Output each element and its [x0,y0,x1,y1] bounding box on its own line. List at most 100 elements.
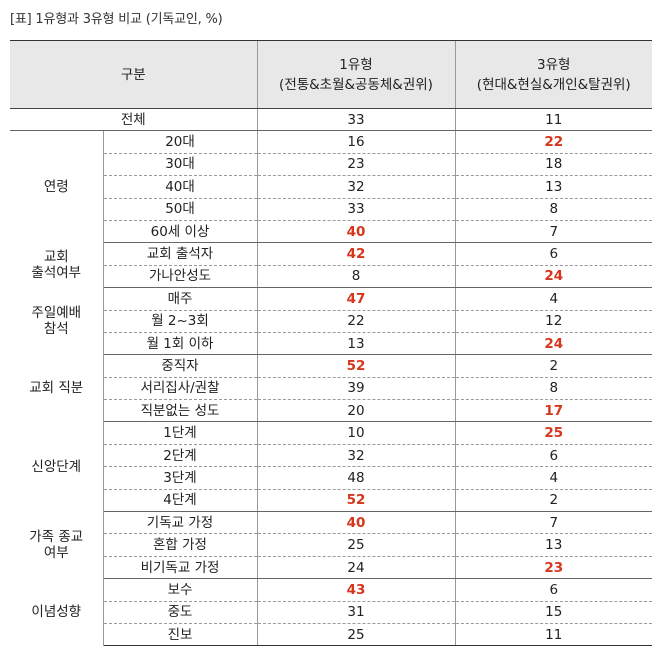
type3-value: 13 [455,175,652,199]
type3-value: 4 [455,287,652,311]
group-label: 신앙단계 [10,421,104,512]
table-row: 가족 종교 여부 기독교 가정 40 7 [10,511,652,579]
type1-value: 13 [256,332,456,356]
table-caption: [표] 1유형과 3유형 비교 (기독교인, %) [10,12,223,27]
row-label: 교회 출석자 [103,242,257,266]
row-label: 비기독교 가정 [103,556,257,580]
total-type1: 33 [256,108,456,132]
type3-value: 11 [455,623,652,647]
type3-value: 23 [455,556,652,580]
type1-value: 40 [256,511,456,535]
table-row: 교회 직분 중직자 52 2 [10,354,652,422]
row-label: 월 2~3회 [103,310,257,333]
type1-value: 33 [256,198,456,221]
type1-value: 43 [256,578,456,602]
table-row: 4단계 52 2 [10,489,652,513]
header-type3-desc: (현대&현실&개인&탈권위) [476,76,631,93]
type3-value: 17 [455,399,652,423]
type3-value: 7 [455,511,652,535]
table-row: 2단계 32 6 [10,444,652,468]
table-row: 가나안성도 8 24 [10,265,652,289]
row-label: 매주 [103,287,257,311]
type3-value: 18 [455,153,652,177]
type3-value: 25 [455,421,652,445]
type3-value: 2 [455,489,652,513]
header-type1-title: 1유형 [339,56,373,73]
type3-value: 7 [455,220,652,244]
table-row: 30대 23 18 [10,153,652,177]
type3-value: 24 [455,265,652,289]
table-row: 3단계 48 4 [10,466,652,490]
header-row: 구분 1유형 (전통&초월&공동체&권위) 3유형 (현대&현실&개인&탈권위) [10,40,652,109]
table-row: 직분없는 성도 20 17 [10,399,652,423]
type3-value: 6 [455,578,652,602]
group-label: 주일예배 참석 [10,287,104,355]
type1-value: 31 [256,601,456,624]
table-row: 비기독교 가정 24 23 [10,556,652,580]
type3-value: 24 [455,332,652,356]
type1-value: 24 [256,556,456,580]
row-label: 서리집사/권찰 [103,377,257,401]
type1-value: 16 [256,130,456,154]
table-row: 교회 출석여부 교회 출석자 42 6 [10,242,652,288]
row-label: 40대 [103,175,257,199]
row-label: 기독교 가정 [103,511,257,535]
type1-value: 52 [256,489,456,513]
row-label: 중도 [103,601,257,624]
comparison-table: 구분 1유형 (전통&초월&공동체&권위) 3유형 (현대&현실&개인&탈권위)… [10,40,652,647]
type1-value: 20 [256,399,456,423]
type1-value: 47 [256,287,456,311]
type1-value: 23 [256,153,456,177]
group-label: 이념성향 [10,578,104,646]
table-row: 50대 33 8 [10,198,652,221]
table-row: 서리집사/권찰 39 8 [10,377,652,401]
row-label: 3단계 [103,466,257,490]
type1-value: 42 [256,242,456,266]
table-row: 40대 32 13 [10,175,652,199]
row-label: 60세 이상 [103,220,257,244]
table-row: 연령 20대 16 22 [10,130,652,243]
type1-value: 10 [256,421,456,445]
table-row: 월 2~3회 22 12 [10,310,652,333]
row-label: 혼합 가정 [103,533,257,557]
type3-value: 13 [455,533,652,557]
type1-value: 25 [256,533,456,557]
type1-value: 40 [256,220,456,244]
type3-value: 6 [455,444,652,468]
table-row: 진보 25 11 [10,623,652,647]
row-label: 직분없는 성도 [103,399,257,423]
row-label: 50대 [103,198,257,221]
type3-value: 2 [455,354,652,378]
group-label: 연령 [10,130,104,243]
table-row: 주일예배 참석 매주 47 4 [10,287,652,355]
type1-value: 25 [256,623,456,647]
type1-value: 32 [256,444,456,468]
table-row: 60세 이상 40 7 [10,220,652,244]
type1-value: 22 [256,310,456,333]
table-row: 이념성향 보수 43 6 [10,578,652,646]
type1-value: 32 [256,175,456,199]
type3-value: 4 [455,466,652,490]
table-row: 중도 31 15 [10,601,652,624]
type1-value: 8 [256,265,456,289]
group-label: 교회 직분 [10,354,104,422]
header-type1: 1유형 (전통&초월&공동체&권위) [256,40,455,109]
row-label: 가나안성도 [103,265,257,289]
total-type3: 11 [455,108,652,132]
type3-value: 12 [455,310,652,333]
header-type3: 3유형 (현대&현실&개인&탈권위) [454,40,652,109]
row-label: 월 1회 이하 [103,332,257,356]
type3-value: 8 [455,198,652,221]
group-label: 가족 종교 여부 [10,511,104,579]
type1-value: 48 [256,466,456,490]
table-body: 전체 33 11 연령 20대 16 22 30대 23 18 40대 32 13 50대 33 8 60… [10,108,652,647]
table-row: 신앙단계 1단계 10 25 [10,421,652,512]
type3-value: 15 [455,601,652,624]
header-category: 구분 [10,40,257,109]
type1-value: 52 [256,354,456,378]
row-label: 보수 [103,578,257,602]
type3-value: 8 [455,377,652,401]
table-row: 월 1회 이하 13 24 [10,332,652,356]
row-label: 1단계 [103,421,257,445]
row-label: 20대 [103,130,257,154]
